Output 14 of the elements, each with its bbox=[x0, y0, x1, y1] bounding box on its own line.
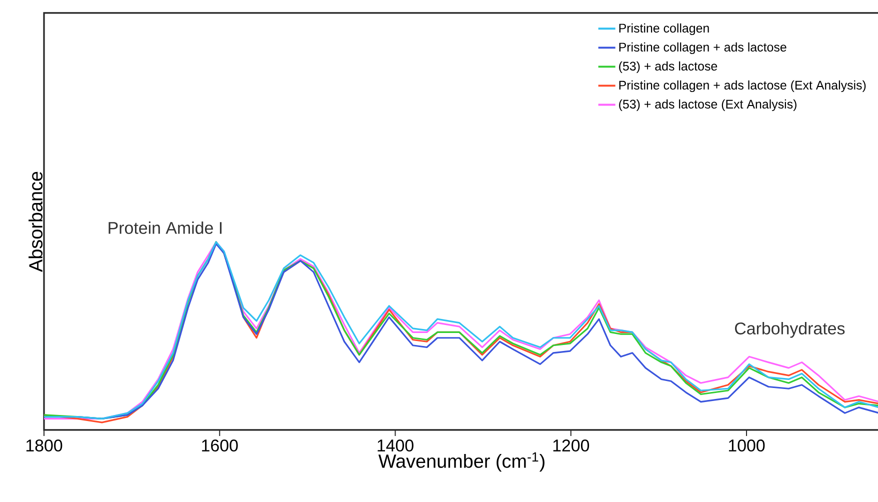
x-tick-label: 1200 bbox=[553, 440, 590, 452]
x-tick-label: 1000 bbox=[728, 440, 765, 452]
x-tick-label: 1800 bbox=[26, 440, 62, 452]
x-tick-label: 1600 bbox=[202, 440, 238, 452]
legend-label: Pristine collagen + ads lactose bbox=[619, 42, 786, 54]
legend-label: Pristine collagen + ads lactose (Ext Analysis) bbox=[619, 80, 866, 92]
x-tick-label: 1400 bbox=[378, 440, 414, 452]
legend-label: (53) + ads lactose bbox=[619, 61, 718, 74]
legend-label: Pristine collagen bbox=[619, 23, 709, 36]
y-axis-title: Absorbance bbox=[28, 172, 42, 272]
legend-label: (53) + ads lactose (Ext Analysis) bbox=[619, 99, 796, 112]
annotation: Carbohydrates bbox=[735, 322, 845, 338]
text: Protein Amide I bbox=[108, 222, 222, 234]
x-axis-title: Wavenumber (cm$^{-1}$) bbox=[378, 452, 544, 472]
